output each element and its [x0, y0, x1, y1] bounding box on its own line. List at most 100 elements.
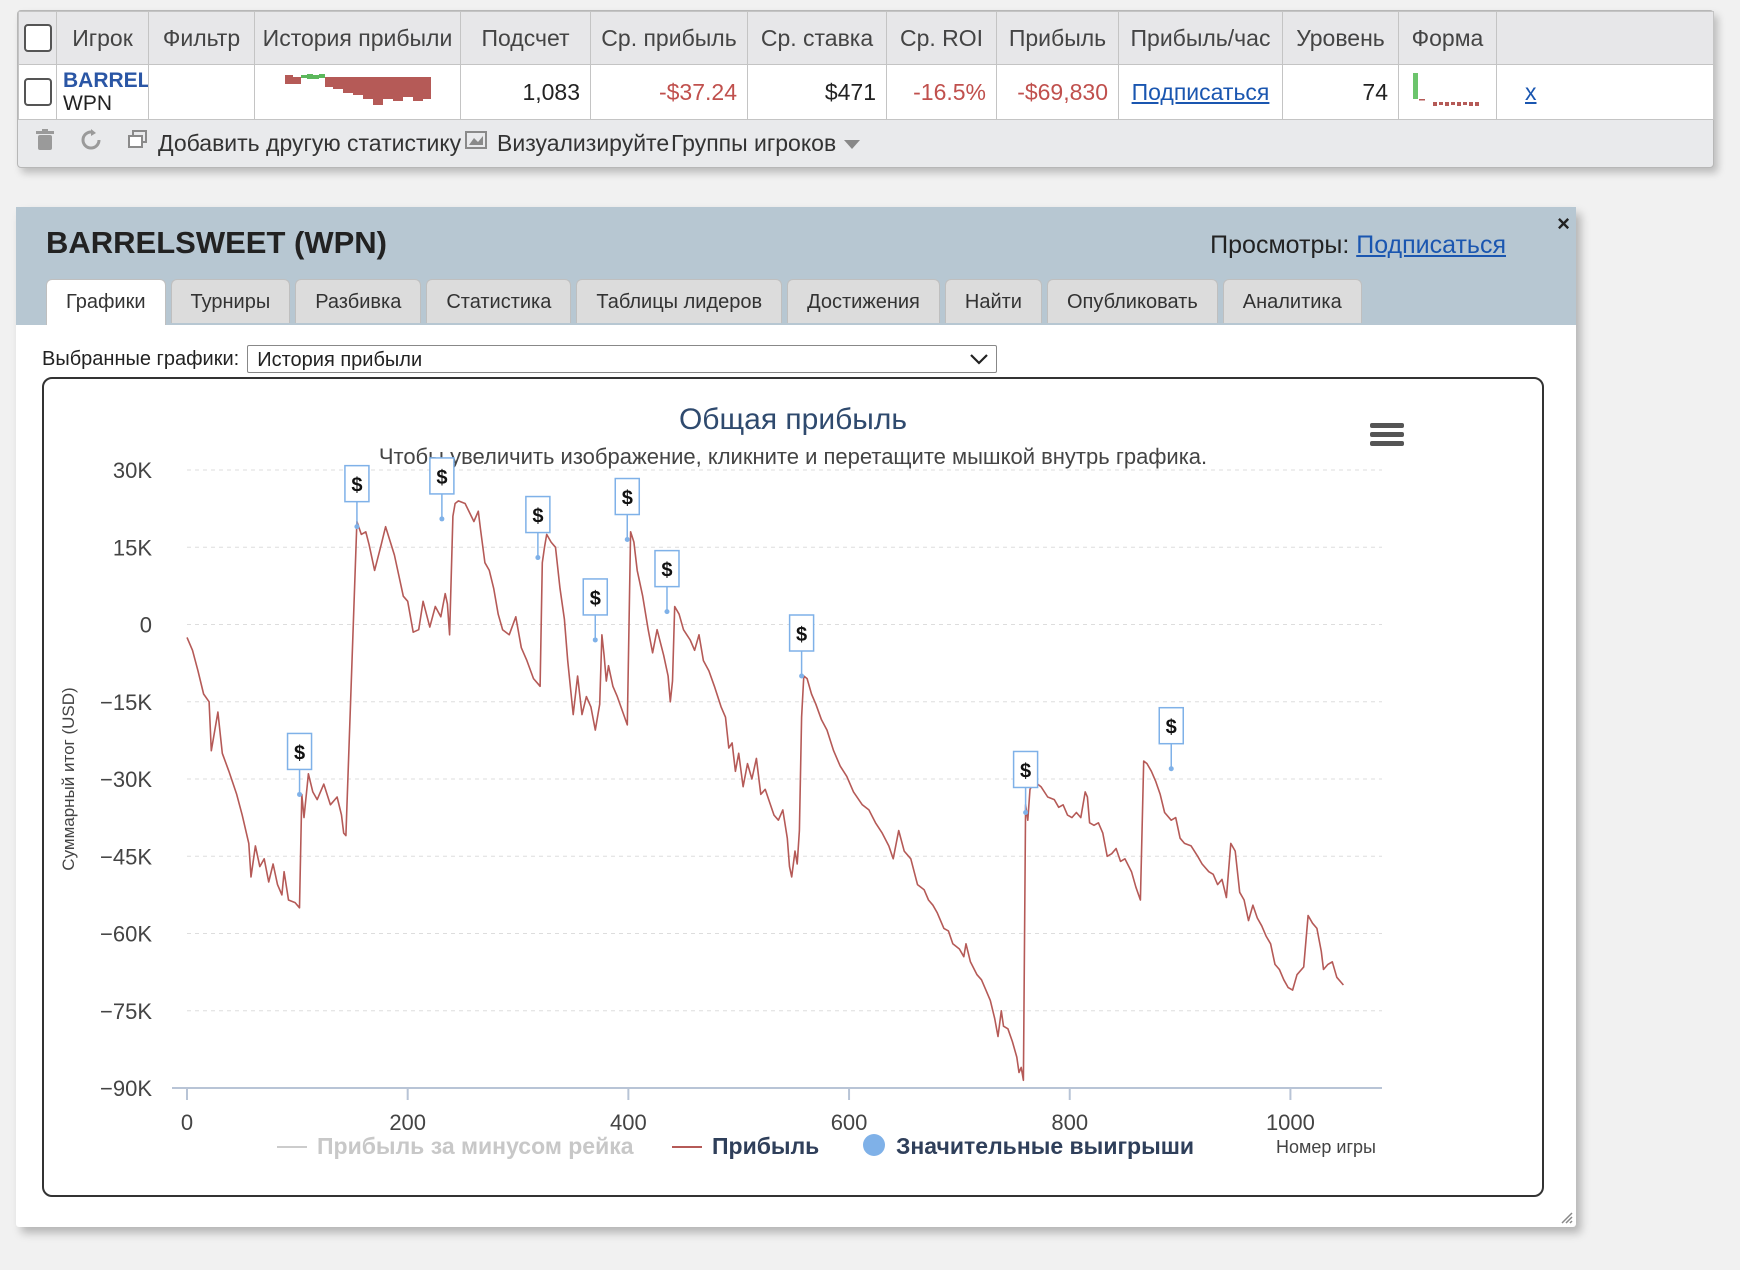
chart-title: Общая прибыль — [679, 403, 907, 436]
avg-roi-value: -16.5% — [886, 64, 997, 120]
col-header-profit[interactable]: Прибыль — [996, 11, 1119, 65]
x-tick-label: 400 — [610, 1110, 647, 1135]
stats-panel: Игрок Фильтр История прибыли Подсчет Ср.… — [17, 10, 1714, 168]
profit-chart[interactable]: Общая прибыль Чтобы увеличить изображение… — [44, 379, 1542, 1195]
col-header-profit-per-hour[interactable]: Прибыль/час — [1118, 11, 1283, 65]
legend-item-big-wins[interactable]: Значительные выигрыши — [896, 1133, 1194, 1159]
big-win-label: $ — [1166, 717, 1177, 739]
caret-down-icon — [844, 139, 861, 149]
x-tick-label: 0 — [181, 1110, 193, 1135]
count-value: 1,083 — [460, 64, 591, 120]
refresh-icon[interactable] — [80, 129, 102, 157]
player-name-link[interactable]: BARRELSWEET — [63, 69, 148, 92]
tab-statistics[interactable]: Статистика — [426, 279, 572, 323]
tab-breakdown[interactable]: Разбивка — [295, 279, 422, 323]
col-header-player[interactable]: Игрок — [56, 11, 149, 65]
col-header-avg-profit[interactable]: Ср. прибыль — [590, 11, 748, 65]
select-all-cell — [18, 11, 57, 65]
profit-history-sparkline-cell — [254, 64, 461, 120]
select-all-checkbox[interactable] — [23, 24, 52, 53]
profit-chart-container: Общая прибыль Чтобы увеличить изображение… — [42, 377, 1544, 1197]
remove-row-link[interactable]: x — [1525, 78, 1537, 105]
tab-analytics[interactable]: Аналитика — [1222, 279, 1362, 323]
big-win-point — [439, 516, 445, 522]
legend-item-profit[interactable]: Прибыль — [712, 1133, 819, 1159]
chevron-down-icon — [970, 345, 988, 373]
col-header-form[interactable]: Форма — [1398, 11, 1497, 65]
x-tick-label: 200 — [389, 1110, 426, 1135]
tab-tournaments[interactable]: Турниры — [170, 279, 291, 323]
views-label: Просмотры: — [1210, 231, 1350, 259]
col-header-profit-history[interactable]: История прибыли — [254, 11, 461, 65]
tab-publish[interactable]: Опубликовать — [1046, 279, 1218, 323]
avg-profit-value: -$37.24 — [590, 64, 748, 120]
tab-charts[interactable]: Графики — [46, 279, 166, 325]
y-tick-label: −75K — [100, 999, 152, 1024]
add-stats-icon[interactable] — [128, 130, 148, 156]
selected-charts-select[interactable]: История прибыли — [247, 345, 998, 373]
player-groups-dropdown[interactable]: Группы игроков — [671, 129, 861, 157]
player-title: BARRELSWEET (WPN) — [46, 225, 387, 260]
big-win-flag — [429, 457, 455, 495]
tab-find[interactable]: Найти — [944, 279, 1042, 323]
add-stats-button[interactable]: Добавить другую статистику — [158, 129, 462, 156]
big-win-point — [664, 609, 670, 615]
y-tick-label: −60K — [100, 922, 152, 947]
big-win-label: $ — [590, 588, 601, 610]
close-icon[interactable]: × — [1557, 211, 1570, 236]
x-axis-title: Номер игры — [1276, 1137, 1376, 1157]
resize-handle-icon[interactable] — [1559, 1210, 1573, 1224]
x-tick-label: 1000 — [1266, 1110, 1315, 1135]
level-value: 74 — [1282, 64, 1399, 120]
big-win-label: $ — [294, 742, 305, 764]
col-header-avg-roi[interactable]: Ср. ROI — [886, 11, 997, 65]
row-checkbox[interactable] — [23, 78, 52, 107]
views-subscribe-link[interactable]: Подписаться — [1356, 231, 1506, 259]
big-win-point — [592, 637, 598, 643]
y-tick-label: 0 — [140, 613, 152, 638]
trash-icon[interactable] — [36, 129, 54, 157]
big-win-point — [624, 537, 630, 543]
big-win-label: $ — [436, 467, 447, 489]
profit-value: -$69,830 — [996, 64, 1119, 120]
big-win-flag — [1158, 706, 1184, 745]
big-win-label: $ — [1020, 760, 1031, 782]
big-win-point — [1168, 766, 1174, 772]
filter-cell — [148, 64, 255, 120]
big-win-flag — [582, 578, 609, 616]
subscribe-link[interactable]: Подписаться — [1131, 78, 1270, 105]
profit-history-sparkline[interactable] — [283, 71, 433, 107]
y-tick-label: −15K — [100, 690, 152, 715]
remove-cell: x — [1496, 64, 1714, 120]
y-tick-label: −45K — [100, 844, 152, 869]
big-win-label: $ — [661, 560, 672, 582]
stats-header-row: Игрок Фильтр История прибыли Подсчет Ср.… — [18, 11, 1714, 65]
big-win-label: $ — [351, 475, 362, 497]
player-window: BARRELSWEET (WPN) Просмотры: Подписаться… — [16, 207, 1576, 1227]
player-window-header: BARRELSWEET (WPN) Просмотры: Подписаться… — [16, 207, 1576, 325]
tab-leaderboards[interactable]: Таблицы лидеров — [576, 279, 783, 323]
col-header-avg-stake[interactable]: Ср. ставка — [747, 11, 887, 65]
col-header-level[interactable]: Уровень — [1282, 11, 1399, 65]
form-chart[interactable] — [1399, 69, 1497, 109]
y-tick-label: 30K — [113, 458, 152, 483]
chart-icon[interactable] — [465, 130, 487, 156]
visualize-button[interactable]: Визуализируйте — [497, 129, 670, 156]
menu-icon[interactable] — [1370, 423, 1404, 446]
tab-achievements[interactable]: Достижения — [787, 279, 940, 323]
big-win-point — [297, 791, 303, 797]
big-win-flag — [788, 614, 815, 652]
legend-item-rake[interactable]: Прибыль за минусом рейка — [317, 1133, 634, 1159]
col-header-count[interactable]: Подсчет — [460, 11, 591, 65]
profit-series-line — [186, 500, 1345, 1082]
avg-stake-value: $471 — [747, 64, 887, 120]
legend-swatch-big-wins — [863, 1134, 885, 1156]
col-header-filter[interactable]: Фильтр — [148, 11, 255, 65]
form-cell — [1398, 64, 1497, 120]
big-win-flag — [525, 495, 551, 534]
player-groups-label: Группы игроков — [671, 129, 837, 156]
big-win-label: $ — [796, 624, 807, 646]
big-win-flag — [614, 477, 641, 516]
col-header-actions — [1496, 11, 1714, 65]
views-info: Просмотры: Подписаться — [1210, 231, 1506, 260]
